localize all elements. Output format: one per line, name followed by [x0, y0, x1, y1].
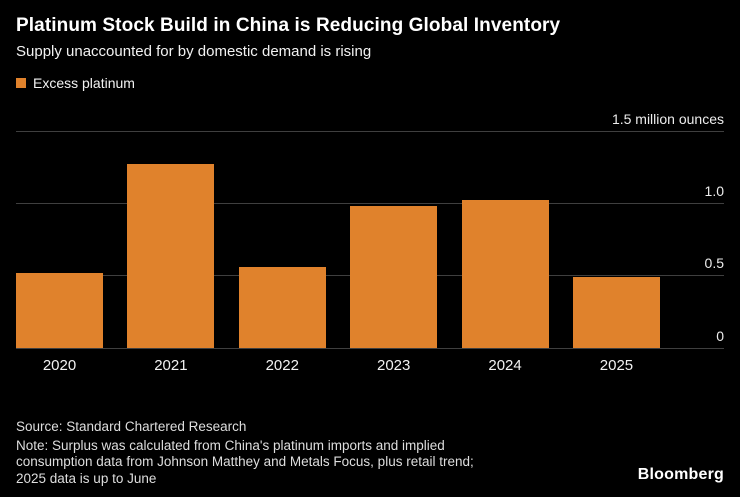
x-label-2024: 2024	[488, 356, 522, 374]
note-text: Note: Surplus was calculated from China'…	[16, 437, 474, 486]
source-text: Source: Standard Chartered Research	[16, 419, 247, 435]
bloomberg-logo: Bloomberg	[637, 466, 724, 483]
chart-header: Platinum Stock Build in China is Reducin…	[0, 0, 740, 91]
x-label-2021: 2021	[154, 356, 188, 374]
gridline	[16, 203, 724, 205]
bar-2024	[461, 200, 549, 348]
x-axis-labels: 2020 2021 2022 2023 2024 2025	[16, 357, 660, 374]
y-tick-label: 0	[716, 327, 724, 344]
x-label-2025: 2025	[599, 356, 634, 374]
bar-2023	[350, 205, 438, 348]
chart-subtitle: Supply unaccounted for by domestic deman…	[16, 42, 372, 60]
legend: Excess platinum	[16, 75, 724, 91]
bar-2025	[572, 276, 660, 348]
y-tick-label: 1.0	[704, 183, 724, 200]
gridline	[16, 347, 724, 349]
y-tick-label: 0.5	[704, 255, 724, 272]
footer: Source: Standard Chartered Research Note…	[16, 419, 724, 487]
y-tick-label: 1.5 million ounces	[611, 110, 724, 127]
bar-2022	[238, 266, 326, 348]
bars	[16, 131, 660, 348]
x-label-2022: 2022	[265, 356, 299, 374]
x-label-2023: 2023	[376, 356, 411, 374]
gridline	[16, 130, 724, 132]
plot-area: 1.5 million ounces 1.0 0.5 0	[16, 111, 724, 349]
x-label-2020: 2020	[42, 356, 77, 374]
legend-swatch-icon	[16, 77, 26, 88]
legend-label: Excess platinum	[33, 74, 135, 91]
bar-2021	[127, 164, 215, 348]
bar-2020	[16, 272, 103, 348]
chart-title: Platinum Stock Build in China is Reducin…	[16, 15, 561, 36]
